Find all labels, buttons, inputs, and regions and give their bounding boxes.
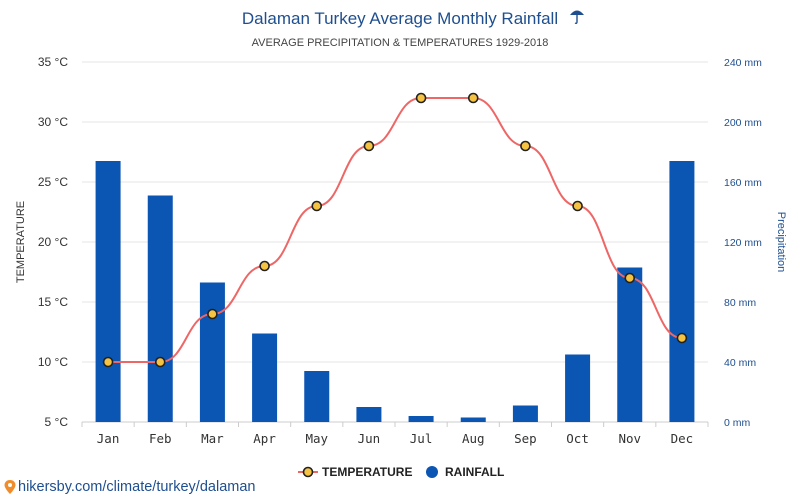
left-tick-label: 15 °C xyxy=(38,295,68,309)
left-tick-label: 10 °C xyxy=(38,355,68,369)
left-axis-label: TEMPERATURE xyxy=(15,201,27,283)
umbrella-icon xyxy=(570,10,584,25)
rainfall-bar xyxy=(669,161,695,422)
x-tick-label: Oct xyxy=(566,431,589,446)
left-tick-label: 25 °C xyxy=(38,175,68,189)
x-tick-label: Feb xyxy=(149,431,172,446)
left-tick-label: 5 °C xyxy=(45,415,69,429)
rainfall-bar xyxy=(408,416,434,422)
right-tick-label: 0 mm xyxy=(724,417,751,429)
rainfall-bar xyxy=(512,405,538,422)
temperature-points xyxy=(102,92,688,368)
rainfall-bar xyxy=(147,195,173,422)
legend-temperature-label: TEMPERATURE xyxy=(322,465,412,479)
temperature-point xyxy=(207,308,218,320)
chart-subtitle: AVERAGE PRECIPITATION & TEMPERATURES 192… xyxy=(252,37,549,49)
rainfall-bar xyxy=(199,282,225,422)
rainfall-bar xyxy=(356,407,382,422)
x-tick-label: Nov xyxy=(618,431,641,446)
temperature-point xyxy=(415,92,427,104)
x-tick-label: Jun xyxy=(358,431,381,446)
x-tick-label: Apr xyxy=(253,431,276,446)
chart-title: Dalaman Turkey Average Monthly Rainfall xyxy=(242,9,558,28)
temperature-point xyxy=(520,140,531,152)
temperature-point xyxy=(572,200,583,212)
temperature-point xyxy=(102,356,114,368)
right-tick-label: 40 mm xyxy=(724,357,756,369)
rainfall-bars xyxy=(95,161,695,422)
gridlines xyxy=(82,61,708,423)
temperature-point xyxy=(259,260,270,272)
x-tick-label: Jan xyxy=(97,431,120,446)
x-axis-ticks: Jan Feb Mar Apr May Jun Jul Aug Sep Oct Nov Dec xyxy=(81,422,709,446)
temperature-point xyxy=(624,272,636,284)
legend-temperature-marker xyxy=(302,466,314,478)
x-tick-label: Mar xyxy=(201,431,224,446)
right-tick-label: 240 mm xyxy=(724,57,762,69)
x-tick-label: Sep xyxy=(514,431,537,446)
temperature-line xyxy=(108,97,683,363)
rainfall-bar xyxy=(460,417,486,422)
rainfall-bar xyxy=(304,371,330,422)
rainfall-bar xyxy=(617,267,643,422)
source-link[interactable]: hikersby.com/climate/turkey/dalaman xyxy=(4,479,255,495)
left-tick-label: 35 °C xyxy=(38,55,68,69)
left-tick-label: 20 °C xyxy=(38,235,68,249)
temperature-point xyxy=(363,140,375,152)
x-tick-label: Aug xyxy=(462,431,485,446)
right-tick-label: 160 mm xyxy=(724,177,762,189)
rainfall-bar xyxy=(565,354,591,422)
right-tick-label: 200 mm xyxy=(724,117,762,129)
left-axis-ticks: 35 °C 30 °C 25 °C 20 °C 15 °C 10 °C 5 °C xyxy=(38,55,68,429)
legend-rainfall-label: RAINFALL xyxy=(445,465,504,479)
temperature-point xyxy=(467,92,479,104)
legend: TEMPERATURE RAINFALL xyxy=(298,465,504,479)
source-text: hikersby.com/climate/turkey/dalaman xyxy=(18,479,256,495)
temperature-point xyxy=(154,356,166,368)
right-tick-label: 120 mm xyxy=(724,237,762,249)
left-tick-label: 30 °C xyxy=(38,115,68,129)
temperature-point xyxy=(311,200,323,212)
right-tick-label: 80 mm xyxy=(724,297,756,309)
rainfall-bar xyxy=(252,333,278,422)
x-tick-label: May xyxy=(305,431,328,446)
map-pin-icon xyxy=(4,480,16,494)
x-tick-label: Dec xyxy=(671,431,694,446)
legend-rainfall-marker xyxy=(426,466,438,478)
rainfall-bar xyxy=(95,161,121,422)
right-axis-ticks: 240 mm 200 mm 160 mm 120 mm 80 mm 40 mm 0 mm xyxy=(724,57,762,429)
x-tick-label: Jul xyxy=(410,431,433,446)
temperature-point xyxy=(676,332,688,344)
right-axis-label: Precipitation xyxy=(775,212,787,273)
